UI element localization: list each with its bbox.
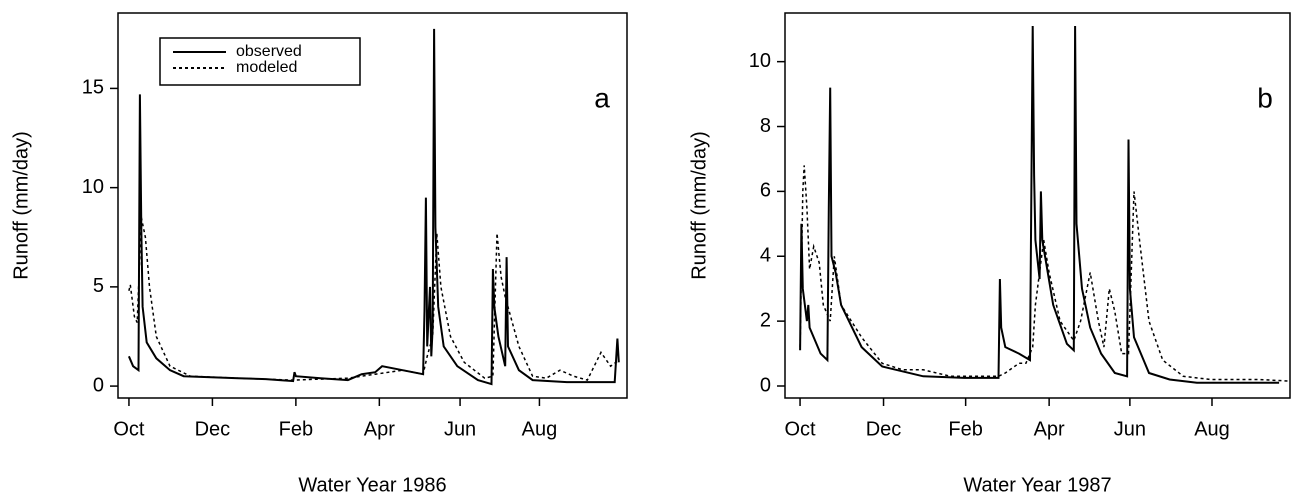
x-axis-label: Water Year 1986 xyxy=(298,474,446,496)
x-tick-label: Aug xyxy=(522,418,558,440)
legend-box xyxy=(159,37,361,86)
x-tick-label: Feb xyxy=(948,418,982,440)
x-tick-label: Jun xyxy=(444,418,476,440)
y-axis-label: Runoff (mm/day) xyxy=(688,131,710,280)
x-tick-label: Feb xyxy=(279,418,313,440)
y-axis-label: Runoff (mm/day) xyxy=(10,131,32,280)
y-tick-label: 6 xyxy=(760,180,771,202)
series-line xyxy=(799,25,1280,384)
y-tick-label: 10 xyxy=(749,50,771,72)
x-tick-label: Aug xyxy=(1194,418,1230,440)
y-tick-label: 0 xyxy=(93,374,104,396)
y-tick-label: 4 xyxy=(760,245,771,267)
y-tick-label: 0 xyxy=(760,374,771,396)
series-line xyxy=(799,165,1291,382)
series-line xyxy=(127,28,620,386)
x-axis-label: Water Year 1987 xyxy=(963,474,1111,496)
series-line xyxy=(128,217,620,381)
y-tick-label: 10 xyxy=(82,176,104,198)
x-tick-label: Apr xyxy=(364,418,395,440)
y-tick-label: 5 xyxy=(93,275,104,297)
y-tick-label: 2 xyxy=(760,309,771,331)
x-tick-label: Jun xyxy=(1114,418,1146,440)
x-tick-label: Dec xyxy=(866,418,902,440)
y-tick-label: 8 xyxy=(760,115,771,137)
panel-letter: a xyxy=(594,82,610,113)
plot-frame xyxy=(784,12,1291,399)
x-tick-label: Apr xyxy=(1034,418,1065,440)
x-tick-label: Oct xyxy=(784,418,816,440)
x-tick-label: Dec xyxy=(195,418,231,440)
x-tick-label: Oct xyxy=(113,418,145,440)
legend-label: modeled xyxy=(236,59,297,76)
legend-label: observed xyxy=(236,43,302,60)
plot-frame xyxy=(117,12,628,399)
panel-letter: b xyxy=(1257,82,1273,113)
y-tick-label: 15 xyxy=(82,77,104,99)
